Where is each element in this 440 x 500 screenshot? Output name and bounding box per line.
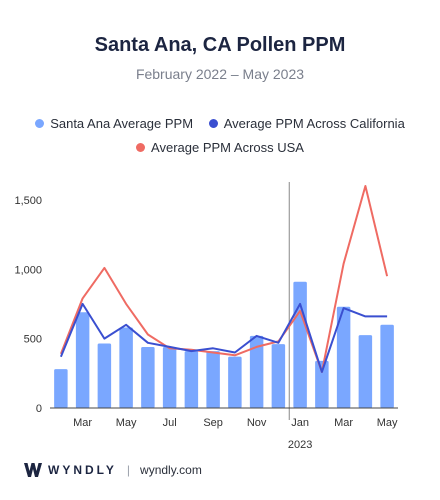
bar [358, 335, 373, 408]
california-line [59, 302, 388, 373]
chart-title: Santa Ana, CA Pollen PPM [94, 34, 346, 56]
bar [315, 360, 329, 408]
year-label: 2023 [288, 439, 312, 451]
chart-subtitle: February 2022 – May 2023 [135, 66, 305, 82]
legend-item-usa[interactable]: Average PPM Across USA [136, 140, 304, 155]
y-tick-label: 500 [24, 334, 42, 346]
bar [119, 327, 133, 408]
legend-row-2: Average PPM Across USA [0, 140, 440, 155]
bar [141, 346, 155, 408]
bar [162, 346, 177, 408]
bar [271, 344, 286, 408]
x-tick-label: May [377, 417, 398, 429]
bar [97, 343, 112, 408]
legend-label-santa-ana: Santa Ana Average PPM [50, 116, 194, 131]
bar [75, 312, 90, 408]
x-tick-label: Sep [203, 417, 223, 429]
y-tick-label: 1,000 [14, 264, 42, 276]
wyndly-w-logo-icon [24, 463, 42, 477]
legend-label-california: Average PPM Across California [223, 116, 405, 131]
y-tick-label: 0 [36, 403, 42, 415]
legend-dot-california [208, 119, 218, 128]
legend-dot-usa [136, 143, 146, 152]
bar [206, 351, 220, 408]
usa-line [59, 185, 389, 373]
legend-label-usa: Average PPM Across USA [151, 140, 304, 155]
footer: WYNDLY | wyndly.com [24, 462, 202, 478]
x-tick-label: Mar [73, 417, 92, 429]
legend-item-santa-ana[interactable]: Santa Ana Average PPM [35, 116, 193, 131]
bar [336, 306, 351, 408]
bar [380, 324, 394, 408]
footer-separator: | [126, 463, 131, 477]
legend-row-1: Santa Ana Average PPM Average PPM Across… [0, 116, 440, 131]
legend-dot-santa-ana [35, 119, 45, 128]
x-tick-label: Nov [247, 417, 267, 429]
y-tick-label: 1,500 [14, 195, 42, 207]
x-tick-label: Mar [334, 417, 353, 429]
bar [293, 281, 307, 408]
bar [54, 369, 68, 408]
x-tick-label: May [116, 417, 137, 429]
legend-item-california[interactable]: Average PPM Across California [208, 116, 405, 131]
bar [184, 351, 199, 408]
x-tick-label: Jul [163, 417, 177, 429]
footer-brand: WYNDLY [48, 463, 117, 477]
x-tick-label: Jan [291, 417, 309, 429]
bar [249, 335, 264, 408]
footer-url[interactable]: wyndly.com [140, 463, 202, 477]
bar [228, 356, 242, 408]
